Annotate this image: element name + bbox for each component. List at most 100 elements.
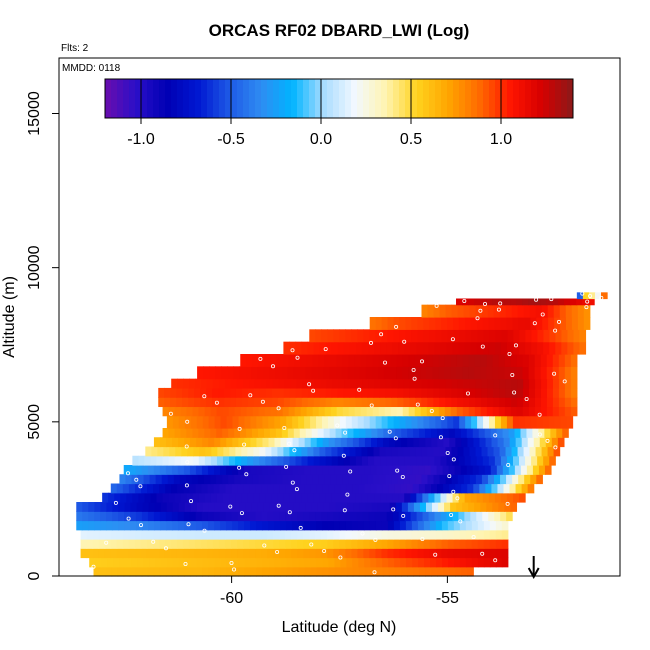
heatmap-cell: [357, 329, 364, 343]
heatmap-cell: [177, 511, 185, 522]
heatmap-cell: [512, 317, 520, 330]
heatmap-cell: [423, 415, 430, 429]
heatmap-cell: [76, 502, 83, 512]
heatmap-cell: [92, 539, 100, 549]
heatmap-cell: [361, 341, 369, 355]
heatmap-cell: [112, 511, 119, 522]
colorbar-swatch: [111, 79, 118, 118]
heatmap-cell: [208, 557, 216, 568]
heatmap-cell: [464, 492, 472, 503]
heatmap-cell: [302, 378, 310, 389]
heatmap-cell: [86, 548, 94, 559]
heatmap-cell: [424, 465, 432, 475]
heatmap-cell: [116, 529, 124, 540]
heatmap-cell: [204, 455, 212, 466]
heatmap-cell: [237, 548, 244, 559]
colorbar-swatch: [423, 79, 430, 118]
heatmap-cell: [159, 437, 167, 448]
heatmap-cell: [225, 511, 233, 522]
heatmap-cell: [358, 465, 366, 475]
heatmap-cell: [361, 455, 369, 466]
heatmap-cell: [328, 437, 336, 448]
heatmap-cell: [468, 406, 476, 417]
sample-marker: [393, 436, 398, 441]
heatmap-cell: [439, 397, 446, 408]
heatmap-cell: [594, 292, 602, 300]
heatmap-cell: [495, 520, 503, 531]
heatmap-cell: [463, 397, 470, 408]
heatmap-cell: [289, 492, 297, 503]
heatmap-cell: [352, 437, 360, 448]
heatmap-cell: [195, 378, 202, 389]
heatmap-cell: [415, 474, 423, 485]
heatmap-cell: [434, 455, 442, 466]
heatmap-cell: [342, 406, 350, 417]
heatmap-cell: [451, 387, 458, 398]
heatmap-cell: [541, 304, 549, 318]
heatmap-cell: [582, 292, 590, 300]
heatmap-cell: [426, 354, 434, 367]
heatmap-cell: [489, 557, 497, 568]
heatmap-cell: [427, 304, 435, 318]
heatmap-cell: [261, 483, 269, 494]
heatmap-cell: [413, 566, 420, 577]
heatmap-cell: [464, 455, 472, 466]
heatmap-cell: [318, 474, 326, 485]
heatmap-cell: [195, 511, 203, 522]
heatmap-cell: [423, 520, 431, 531]
heatmap-cell: [447, 329, 454, 343]
heatmap-cell: [235, 387, 243, 398]
heatmap-cell: [401, 502, 409, 512]
heatmap-cell: [132, 455, 139, 466]
y-tick-label: 0: [26, 571, 43, 580]
sample-marker: [429, 408, 434, 413]
heatmap-cell: [224, 548, 232, 559]
heatmap-cell: [405, 415, 413, 429]
heatmap-cell: [505, 378, 512, 389]
sample-marker: [532, 321, 537, 326]
heatmap-cell: [277, 397, 285, 408]
heatmap-cell: [528, 298, 535, 306]
heatmap-cell: [564, 366, 572, 380]
heatmap-cell: [375, 329, 382, 343]
heatmap-cell: [307, 387, 315, 398]
heatmap-cell: [481, 446, 489, 457]
sample-marker: [465, 391, 470, 396]
colorbar-swatch: [381, 79, 388, 118]
heatmap-cell: [415, 446, 423, 457]
heatmap-cell: [198, 455, 206, 466]
heatmap-cell: [164, 529, 172, 540]
heatmap-cell: [529, 397, 536, 408]
heatmap-cell: [167, 474, 175, 485]
heatmap-cell: [488, 492, 496, 503]
heatmap-cell: [541, 378, 548, 389]
heatmap-cell: [172, 520, 179, 531]
heatmap-cell: [180, 406, 188, 417]
heatmap-cell: [289, 455, 297, 466]
heatmap-cell: [367, 446, 375, 457]
sample-marker: [382, 360, 387, 365]
heatmap-cell: [411, 520, 419, 531]
heatmap-cell: [515, 483, 523, 494]
heatmap-cell: [194, 397, 201, 408]
sample-marker: [228, 504, 233, 509]
heatmap-cell: [137, 557, 144, 568]
heatmap-cell: [434, 492, 442, 503]
sample-marker: [138, 484, 143, 489]
sample-marker: [311, 388, 316, 393]
heatmap-cell: [506, 455, 514, 466]
sample-marker: [588, 293, 593, 298]
heatmap-cell: [459, 539, 467, 549]
heatmap-cell: [313, 387, 321, 398]
heatmap-cell: [134, 529, 142, 540]
sample-marker: [104, 540, 109, 545]
heatmap-cell: [224, 378, 232, 389]
heatmap-cell: [171, 511, 179, 522]
heatmap-cell: [316, 566, 324, 577]
sample-marker: [229, 561, 234, 566]
heatmap-cell: [313, 492, 321, 503]
colorbar-tick-label: 0.0: [310, 131, 332, 148]
heatmap-cell: [262, 415, 269, 429]
heatmap-cell: [518, 317, 525, 330]
heatmap-cell: [437, 566, 444, 577]
